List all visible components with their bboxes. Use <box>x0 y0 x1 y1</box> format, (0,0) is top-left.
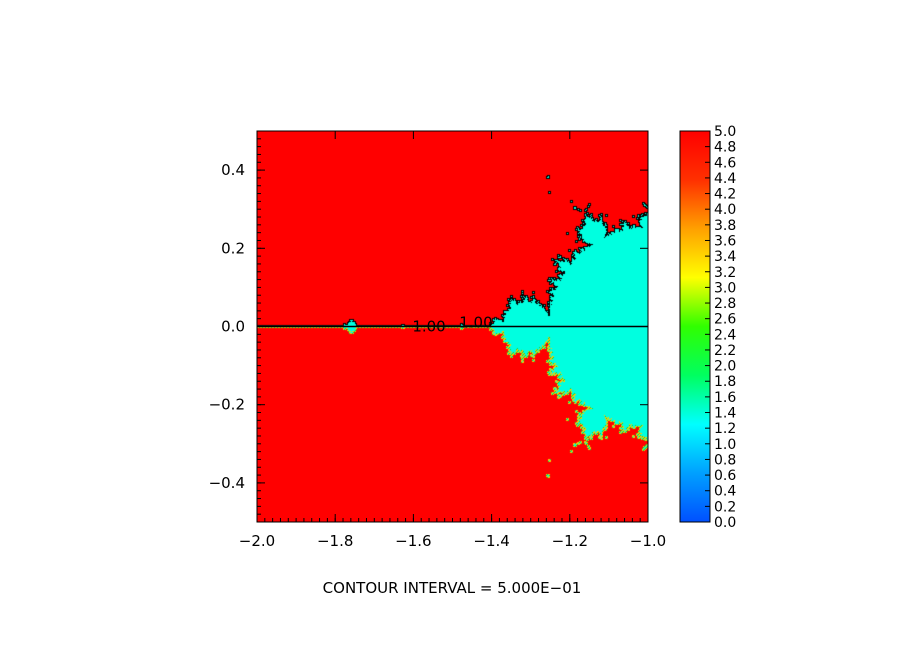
colorbar-tick-label: 4.0 <box>714 202 736 218</box>
colorbar-tick-label: 2.4 <box>714 327 736 343</box>
x-tick-label: −1.2 <box>552 532 588 550</box>
colorbar-tick-label: 2.2 <box>714 343 736 359</box>
y-tick-label: −0.2 <box>209 396 245 414</box>
colorbar-tick-label: 5.0 <box>714 124 736 140</box>
colorbar-tick-label: 3.4 <box>714 249 736 265</box>
colorbar: 0.00.20.40.60.81.01.21.41.61.82.02.22.42… <box>679 124 736 531</box>
colorbar-frame <box>679 130 711 523</box>
colorbar-gradient <box>680 131 710 522</box>
colorbar-tick-label: 0.4 <box>714 484 736 500</box>
colorbar-tick-label: 2.8 <box>714 296 736 312</box>
colorbar-tick-label: 0.0 <box>714 515 736 531</box>
colorbar-tick-label: 4.6 <box>714 155 736 171</box>
x-tick-label: −1.0 <box>630 532 666 550</box>
colorbar-tick-label: 1.6 <box>714 390 736 406</box>
colorbar-tick-label: 3.8 <box>714 218 736 234</box>
colorbar-tick-label: 0.2 <box>714 499 736 515</box>
colorbar-tick-label: 2.0 <box>714 359 736 375</box>
colorbar-tick-label: 4.4 <box>714 171 736 187</box>
colorbar-tick-label: 1.0 <box>714 437 736 453</box>
y-tick-label: 0.0 <box>221 318 245 336</box>
x-tick-label: −1.6 <box>395 532 431 550</box>
x-tick-label: −1.8 <box>317 532 353 550</box>
plot-area <box>257 131 648 522</box>
colorbar-tick-label: 0.8 <box>714 452 736 468</box>
y-tick-label: 0.4 <box>221 161 245 179</box>
colorbar-tick-label: 2.6 <box>714 312 736 328</box>
colorbar-tick-label: 3.2 <box>714 265 736 281</box>
colorbar-tick-label: 1.2 <box>714 421 736 437</box>
colorbar-tick-label: 4.2 <box>714 187 736 203</box>
x-tick-label: −1.4 <box>473 532 509 550</box>
contour-label: 1.00 <box>412 318 445 336</box>
y-tick-label: 0.2 <box>221 239 245 257</box>
colorbar-tick-label: 0.6 <box>714 468 736 484</box>
x-tick-label: −2.0 <box>239 532 275 550</box>
y-tick-label: −0.4 <box>209 474 245 492</box>
y-axis: −0.4 −0.2 0.0 0.2 0.4 <box>209 130 648 523</box>
x-axis: −2.0 −1.8 −1.6 −1.4 −1.2 −1.0 <box>239 131 666 550</box>
colorbar-tick-label: 3.6 <box>714 233 736 249</box>
colorbar-tick-label: 1.8 <box>714 374 736 390</box>
colorbar-tick-label: 3.0 <box>714 280 736 296</box>
contour-interval-caption: CONTOUR INTERVAL = 5.000E−01 <box>323 579 582 597</box>
contour-label: 1.00 <box>459 314 492 332</box>
colorbar-tick-label: 1.4 <box>714 406 736 422</box>
colorbar-tick-label: 4.8 <box>714 140 736 156</box>
